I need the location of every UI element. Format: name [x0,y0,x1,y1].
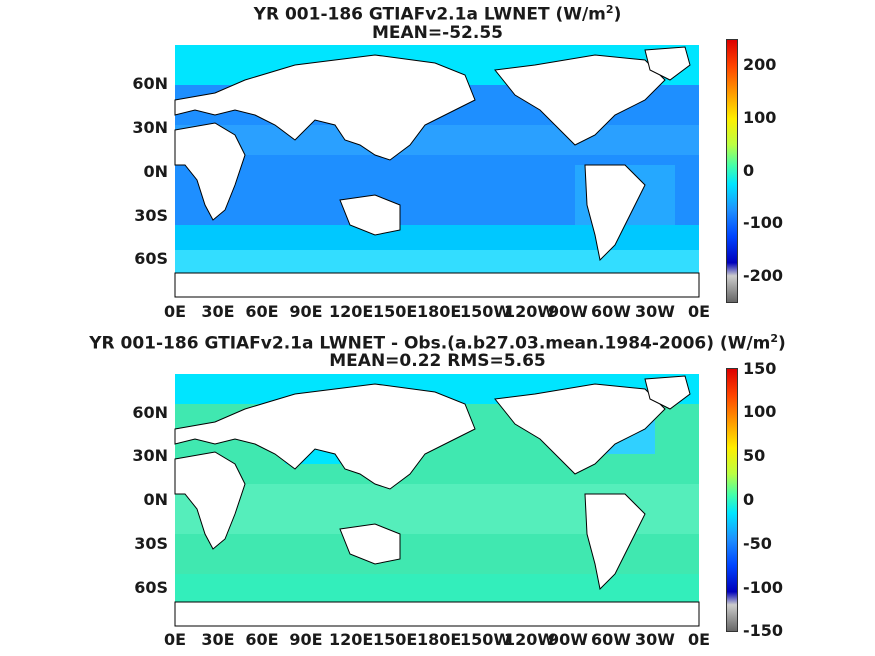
panel1-lon-label: 0E [163,302,187,321]
panel1-lat-0n: 0N [143,162,168,181]
panel2-cb-tick: 50 [743,446,766,465]
panel2-lon-label: 180E [417,630,462,649]
panel2-lat-30n: 30N [132,446,168,465]
panel1-lon-label: 90E [289,302,323,321]
panel2-cb-tick: 0 [743,490,755,509]
panel1-map-svg [174,45,700,298]
panel1-lon-label: 120W [504,302,556,321]
panel2-cb-tick: 150 [743,359,777,378]
panel2-lat-0n: 0N [143,490,168,509]
panel2-lon-label: 150E [373,630,418,649]
panel1-title: YR 001-186 GTIAFv2.1a LWNET (W/m2) [253,3,622,25]
panel1-lat-60n: 60N [132,74,168,93]
panel1-map [174,45,700,298]
panel1-cb-tick: -200 [743,266,784,285]
panel1-lon-label: 150W [460,302,512,321]
panel2-lon-label: 0E [687,630,711,649]
panel2-lat-30s: 30S [134,534,168,553]
panel1-cb-tick: 100 [743,108,777,127]
panel2-cb-tick: -100 [743,578,784,597]
panel1-lon-label: 90W [548,302,588,321]
panel2-cb-tick: -50 [743,534,772,553]
panel1-cb-tick: -100 [743,213,784,232]
panel2-cb-tick: 100 [743,402,777,421]
panel1-continents [174,46,700,298]
panel2-continents [174,375,700,627]
panel2-map-svg [174,374,700,627]
panel2-map [174,374,700,627]
panel2-lat-60n: 60N [132,403,168,422]
panel2-cb-tick: -150 [743,621,784,640]
panel2-lon-label: 30W [635,630,675,649]
panel2-lon-label: 30E [201,630,235,649]
panel1-colorbar [726,39,738,303]
panel1-lon-label: 120E [329,302,374,321]
panel2-colorbar [726,368,738,632]
panel2-lon-label: 120E [329,630,374,649]
panel1-lon-label: 30W [635,302,675,321]
panel1-lat-30n: 30N [132,118,168,137]
panel2-lon-label: 150W [460,630,512,649]
panel2-lon-label: 60E [245,630,279,649]
panel1-cb-tick: 200 [743,55,777,74]
panel1-lon-label: 180E [417,302,462,321]
panel2-lon-label: 120W [504,630,556,649]
panel2-lon-label: 0E [163,630,187,649]
panel1-lat-60s: 60S [134,249,168,268]
panel2-subtitle: MEAN=0.22 RMS=5.65 [329,351,546,371]
panel2-title: YR 001-186 GTIAFv2.1a LWNET - Obs.(a.b27… [89,332,786,354]
panel1-lon-label: 60W [591,302,631,321]
panel1-subtitle: MEAN=-52.55 [372,23,503,43]
panel1-lon-label: 150E [373,302,418,321]
panel2-lon-label: 60W [591,630,631,649]
panel1-cb-tick: 0 [743,161,755,180]
panel1-lat-30s: 30S [134,206,168,225]
panel1-lon-label: 60E [245,302,279,321]
panel1-lon-label: 0E [687,302,711,321]
panel2-lon-label: 90E [289,630,323,649]
panel2-lat-60s: 60S [134,578,168,597]
panel1-lon-label: 30E [201,302,235,321]
panel2-lon-label: 90W [548,630,588,649]
